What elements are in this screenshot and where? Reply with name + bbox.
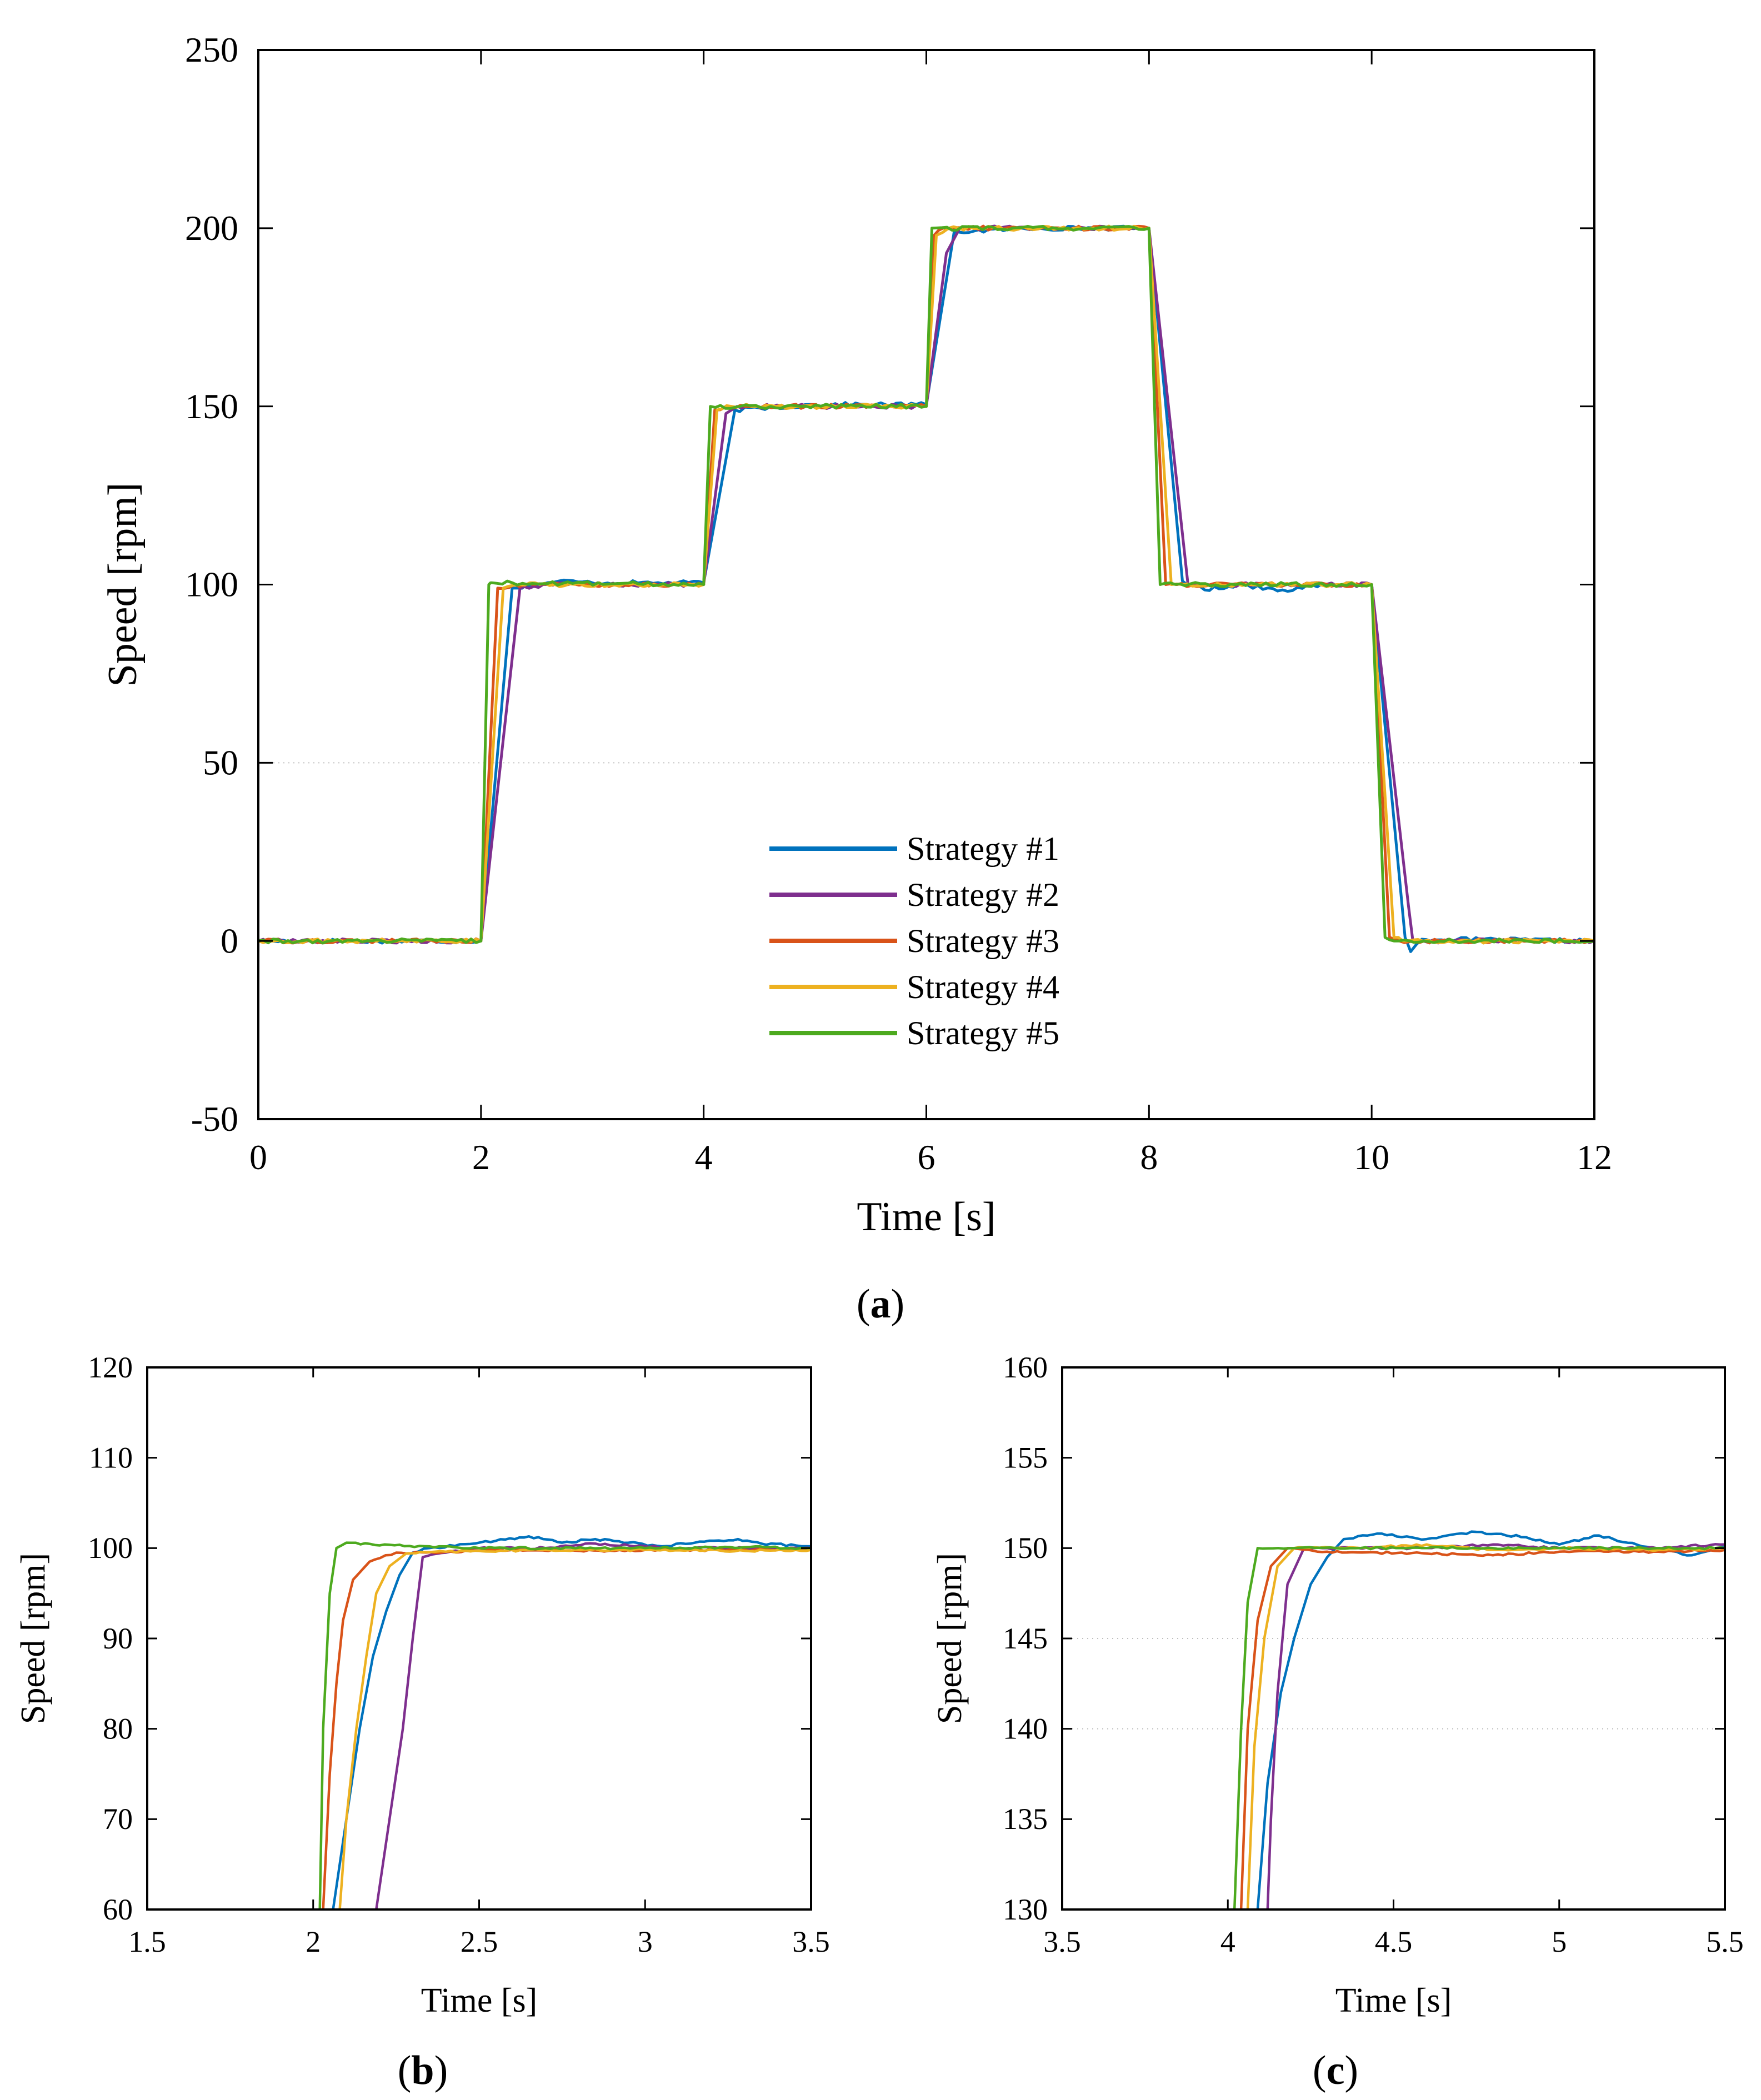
x-tick-label: 2	[306, 1925, 321, 1958]
y-tick-label: -50	[191, 1099, 238, 1139]
x-tick-label: 1.5	[128, 1925, 166, 1958]
y-tick-label: 60	[103, 1893, 133, 1926]
x-tick-label: 10	[1354, 1137, 1389, 1177]
series-line-5	[1233, 1546, 1725, 1909]
series-line-3	[1239, 1547, 1725, 1909]
series-line-4	[338, 1547, 811, 1909]
series-line-5	[258, 224, 1594, 945]
axes-box	[1061, 1366, 1726, 1911]
y-tick-label: 200	[185, 208, 238, 248]
x-tick-label: 12	[1577, 1137, 1612, 1177]
x-tick-label: 4	[695, 1137, 713, 1177]
y-tick-label: 70	[103, 1802, 133, 1836]
series-line-5	[318, 1541, 811, 1909]
panel-b-chart: 1.5 2 2.5 3 3.5 60 70 80 90 100 110 120 Time [s] Spee…	[14, 1351, 830, 2019]
x-axis-label: Time [s]	[421, 1982, 538, 2019]
x-tick-label: 2.5	[461, 1925, 498, 1958]
y-tick-label: 90	[103, 1622, 133, 1655]
series-line-1	[332, 1535, 811, 1909]
panel-label-b: (b)	[398, 2048, 448, 2093]
legend-label-1: Strategy #1	[907, 830, 1059, 867]
x-tick-label: 3.5	[1043, 1925, 1081, 1958]
y-axis-label: Speed [rpm]	[14, 1553, 52, 1724]
legend-label-2: Strategy #2	[907, 876, 1059, 913]
series-line-3	[322, 1547, 811, 1909]
series-group	[258, 224, 1594, 953]
series-line-2	[1266, 1543, 1725, 1909]
y-tick-label: 0	[221, 921, 238, 960]
y-tick-label: 160	[1003, 1351, 1048, 1384]
panel-label-c: (c)	[1313, 2048, 1358, 2093]
y-axis-label: Speed [rpm]	[100, 483, 146, 687]
axes-box	[146, 1366, 812, 1911]
series-line-2	[375, 1542, 811, 1909]
y-tick-label: 145	[1003, 1622, 1048, 1655]
panel-c-chart: 3.5 4 4.5 5 5.5 130 135 140 145 150 155 160 Time [s]…	[931, 1351, 1744, 2019]
panel-a-chart: 0 2 4 6 8 10 12 -50 0 50 100 150 200 250 Time [s] Speed…	[100, 30, 1612, 1240]
y-tick-label: 140	[1003, 1712, 1048, 1745]
y-tick-label: 80	[103, 1712, 133, 1745]
y-tick-label: 120	[88, 1351, 133, 1384]
series-line-1	[1256, 1530, 1725, 1909]
y-tick-label: 150	[1003, 1531, 1048, 1565]
x-tick-label: 0	[249, 1137, 267, 1177]
y-tick-label: 100	[185, 565, 238, 604]
x-tick-label: 4	[1220, 1925, 1235, 1958]
x-tick-label: 3.5	[792, 1925, 830, 1958]
x-tick-label: 5	[1552, 1925, 1567, 1958]
y-tick-label: 155	[1003, 1441, 1048, 1474]
x-tick-label: 3	[638, 1925, 653, 1958]
y-axis-label: Speed [rpm]	[931, 1553, 969, 1724]
y-tick-label: 250	[185, 30, 238, 69]
y-tick-label: 50	[203, 743, 238, 782]
y-tick-label: 110	[89, 1441, 133, 1474]
series-group	[318, 1535, 811, 1909]
legend-label-5: Strategy #5	[907, 1015, 1059, 1051]
x-tick-label: 8	[1140, 1137, 1158, 1177]
series-line-4	[1246, 1543, 1725, 1909]
x-axis-label: Time [s]	[1335, 1982, 1452, 2019]
x-tick-label: 6	[918, 1137, 935, 1177]
y-tick-label: 100	[88, 1531, 133, 1565]
x-axis-label: Time [s]	[857, 1194, 995, 1240]
x-tick-label: 2	[472, 1137, 490, 1177]
legend-label-3: Strategy #3	[907, 923, 1059, 959]
x-tick-label: 5.5	[1706, 1925, 1744, 1958]
y-tick-label: 150	[185, 387, 238, 426]
panel-label-a: (a)	[857, 1281, 904, 1327]
series-group	[1233, 1530, 1725, 1909]
x-tick-label: 4.5	[1375, 1925, 1413, 1958]
y-tick-label: 135	[1003, 1802, 1048, 1836]
legend: Strategy #1 Strategy #2 Strategy #3 Strateg…	[769, 830, 1059, 1051]
legend-label-4: Strategy #4	[907, 969, 1059, 1005]
y-tick-label: 130	[1003, 1893, 1048, 1926]
